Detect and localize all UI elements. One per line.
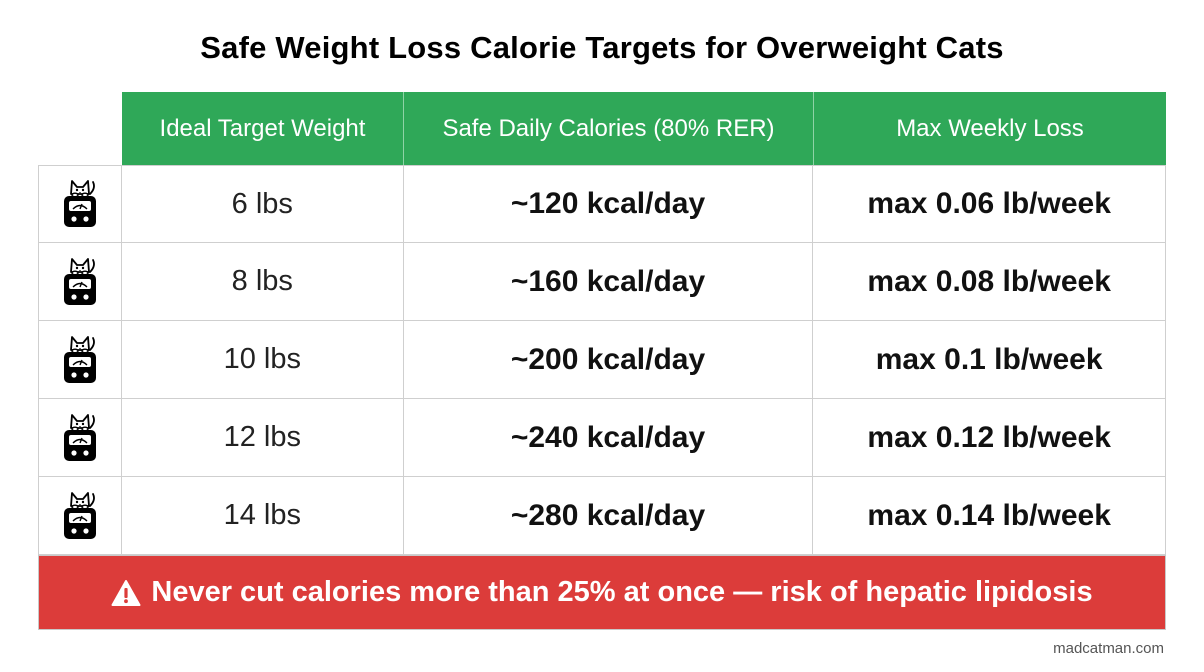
target-weight-cell: 14 lbs: [122, 477, 404, 554]
table-row: 10 lbs ~200 kcal/day max 0.1 lb/week: [38, 321, 1166, 399]
cat-on-scale-icon: [39, 477, 122, 554]
table-row: 8 lbs ~160 kcal/day max 0.08 lb/week: [38, 243, 1166, 321]
target-weight-cell: 12 lbs: [122, 399, 404, 476]
table-row: 14 lbs ~280 kcal/day max 0.14 lb/week: [38, 477, 1166, 555]
daily-calories-cell: ~280 kcal/day: [404, 477, 814, 554]
warning-banner: Never cut calories more than 25% at once…: [38, 555, 1166, 630]
target-weight-cell: 6 lbs: [122, 166, 404, 242]
table-row: 6 lbs ~120 kcal/day max 0.06 lb/week: [38, 165, 1166, 243]
header-safe-daily-calories: Safe Daily Calories (80% RER): [404, 92, 814, 165]
table-header: Ideal Target Weight Safe Daily Calories …: [122, 92, 1166, 165]
daily-calories-cell: ~200 kcal/day: [404, 321, 814, 398]
max-weekly-loss-cell: max 0.06 lb/week: [867, 187, 1111, 220]
max-weekly-loss-cell: max 0.12 lb/week: [867, 420, 1111, 454]
cat-on-scale-icon: [39, 399, 122, 476]
page-title: Safe Weight Loss Calorie Targets for Ove…: [200, 30, 1004, 65]
table-row: 12 lbs ~240 kcal/day max 0.12 lb/week: [38, 399, 1166, 477]
max-weekly-loss-cell: max 0.1 lb/week: [875, 342, 1103, 376]
daily-calories-cell: ~240 kcal/day: [404, 399, 814, 476]
table-body: 6 lbs ~120 kcal/day max 0.06 lb/week 8 lbs ~…: [38, 165, 1166, 555]
max-weekly-loss-cell: max 0.14 lb/week: [867, 498, 1111, 532]
warning-triangle-icon: [111, 579, 141, 606]
footer-source: madcatman.com: [1053, 640, 1164, 657]
header-max-weekly-loss: Max Weekly Loss: [896, 114, 1084, 142]
max-weekly-loss-cell: max 0.08 lb/week: [867, 264, 1111, 298]
target-weight-cell: 8 lbs: [122, 243, 404, 320]
cat-on-scale-icon: [39, 243, 122, 320]
cat-on-scale-icon: [39, 166, 122, 242]
warning-text: Never cut calories more than 25% at once…: [151, 576, 1093, 608]
daily-calories-cell: ~160 kcal/day: [404, 243, 814, 320]
target-weight-cell: 10 lbs: [122, 321, 404, 398]
cat-on-scale-icon: [39, 321, 122, 398]
daily-calories-cell: ~120 kcal/day: [404, 166, 814, 242]
header-ideal-target-weight: Ideal Target Weight: [122, 92, 404, 165]
